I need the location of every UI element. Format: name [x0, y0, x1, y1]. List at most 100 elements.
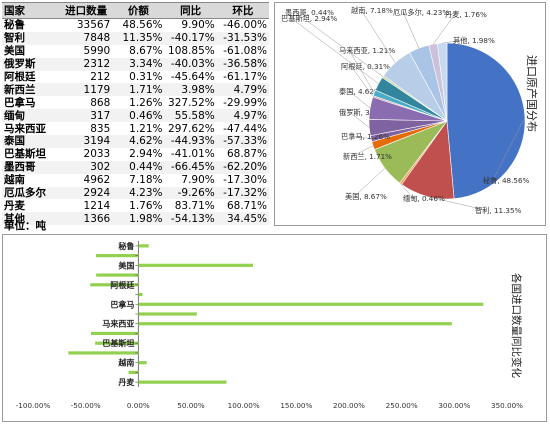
table-cell: -62.20% [216, 160, 269, 174]
table-cell: 墨西哥 [2, 160, 60, 174]
bar-chart-title: 各国进口数量同比变化 [510, 273, 523, 378]
table-row: 美国 5990 8.67% 108.85% -61.08% [2, 45, 269, 58]
table-header-cell: 国家 [2, 2, 60, 19]
y-tick-label: 秘鲁 [118, 241, 134, 251]
pie-data-label: 缅甸, 0.46% [403, 194, 445, 203]
table-row: 巴基斯坦 2033 2.94% -41.01% 68.87% [2, 148, 269, 161]
pie-chart-title: 进口原产国分布 [525, 55, 539, 132]
table-cell: 缅甸 [2, 109, 60, 123]
pie-data-label: 秘鲁, 48.56% [483, 176, 530, 185]
bar [96, 254, 139, 258]
y-tick-label: 阿根廷 [110, 280, 135, 290]
pie-leader-line [352, 145, 374, 157]
pie-data-label: 马来西亚, 1.21% [339, 46, 395, 55]
table-cell: 4.97% [216, 109, 269, 123]
x-tick-label: -100.00% [16, 401, 51, 410]
table-cell: -29.99% [223, 96, 267, 109]
pie-leader-line [350, 135, 372, 139]
table-cell: 2.94% [129, 148, 163, 161]
bar [138, 244, 149, 248]
table-cell: 巴基斯坦 [4, 148, 46, 161]
pie-data-label: 墨西哥, 0.44% [285, 8, 334, 17]
table-cell: -61.08% [223, 45, 267, 58]
bar [138, 322, 452, 326]
pie-leader-line [442, 39, 464, 44]
table-row: 泰国 3194 4.62% -44.93% -57.33% [2, 135, 269, 148]
table-cell: 3.34% [112, 57, 165, 71]
table-cell: 7848 [60, 31, 113, 45]
table-cell: -36.58% [216, 57, 269, 71]
table-cell: 68.71% [226, 199, 267, 212]
pie-data-label: 美国, 8.67% [345, 192, 387, 201]
table-row: 新西兰 1179 1.71% 3.98% 4.79% [2, 83, 269, 97]
table-cell: 835 [90, 122, 111, 135]
y-tick-label: 丹麦 [117, 377, 135, 387]
bar [138, 361, 147, 365]
table-cell: 智利 [2, 31, 60, 45]
bar [128, 370, 139, 374]
pie-data-label: 泰国, 4.62% [339, 87, 381, 96]
table-row: 缅甸 317 0.46% 55.58% 4.97% [2, 109, 269, 123]
bar [138, 263, 253, 267]
table-cell: 1.21% [129, 122, 163, 135]
table-cell: 297.62% [168, 122, 215, 135]
table-cell: 83.71% [174, 199, 215, 212]
pie-leader-line [402, 11, 420, 49]
table-cell: -17.32% [216, 186, 269, 200]
pie-leader-line [354, 167, 385, 197]
x-tick-label: 300.00% [438, 401, 470, 410]
table-cell: -47.44% [223, 122, 267, 135]
table-cell: 0.46% [112, 109, 165, 123]
bar [138, 380, 227, 384]
table-row: 俄罗斯 2312 3.34% -40.03% -36.58% [2, 57, 269, 71]
table-cell: -61.17% [223, 71, 267, 83]
pie-leader-line [290, 17, 379, 84]
table-cell: 9.90% [181, 19, 215, 32]
table-cell: 1.98% [112, 212, 165, 226]
table-cell: 1214 [83, 199, 111, 212]
bar [90, 283, 139, 287]
table-cell: 美国 [4, 45, 25, 58]
table-cell: 1179 [60, 83, 113, 97]
x-tick-label: 0.00% [127, 401, 150, 410]
table-cell: -31.53% [216, 31, 269, 45]
table-cell: -9.26% [164, 186, 217, 200]
table-header-cell: 进口数量 [60, 2, 113, 19]
pie-data-label: 丹麦, 1.76% [445, 10, 487, 19]
table-cell: 68.87% [226, 148, 267, 161]
table-cell: 0.44% [112, 160, 165, 174]
table-cell: 其他 [2, 212, 60, 226]
table-cell: 0.31% [129, 71, 163, 83]
table-row: 智利 7848 11.35% -40.17% -31.53% [2, 31, 269, 45]
y-tick-label: 巴基斯坦 [102, 338, 134, 348]
table-cell: 2924 [60, 186, 113, 200]
table-row: 墨西哥 302 0.44% -66.45% -62.20% [2, 160, 269, 174]
table-row: 阿根廷 212 0.31% -45.64% -61.17% [2, 71, 269, 84]
table-cell: 马来西亚 [4, 122, 46, 135]
y-tick-label: 美国 [118, 260, 134, 270]
table-cell: 4.23% [112, 186, 165, 200]
table-row: 巴拿马 868 1.26% 327.52% -29.99% [2, 96, 269, 109]
table-cell: -54.13% [164, 212, 217, 226]
table-cell: 302 [60, 160, 113, 174]
pie-leader-line [348, 90, 371, 109]
import-data-table: 国家 进口数量 价额 同比 环比 秘鲁 33567 48.56% 9.90% -46.00% 智利… [2, 2, 269, 226]
pie-data-label: 厄瓜多尔, 4.23% [393, 8, 449, 17]
table-row: 马来西亚 835 1.21% 297.62% -47.44% [2, 122, 269, 135]
table-cell: 868 [90, 96, 111, 109]
bar [138, 302, 484, 306]
table-cell: -57.33% [216, 135, 269, 148]
bar [95, 341, 139, 345]
x-tick-label: -50.00% [71, 401, 101, 410]
pie-data-label: 巴拿马, 1.26% [341, 132, 390, 141]
x-tick-label: 250.00% [386, 401, 418, 410]
table-cell: 7.18% [129, 174, 163, 187]
table-header-row: 国家 进口数量 价额 同比 环比 [2, 2, 269, 19]
table-cell: -46.00% [223, 19, 267, 32]
pie-data-label: 俄罗斯, 3.34% [339, 108, 388, 117]
pie-leader-line [294, 11, 384, 77]
table-cell: 4.79% [216, 83, 269, 97]
y-tick-label: 越南 [117, 358, 134, 368]
table-row: 其他 1366 1.98% -54.13% 34.45% [2, 212, 269, 226]
table-header-cell: 环比 [216, 2, 269, 19]
